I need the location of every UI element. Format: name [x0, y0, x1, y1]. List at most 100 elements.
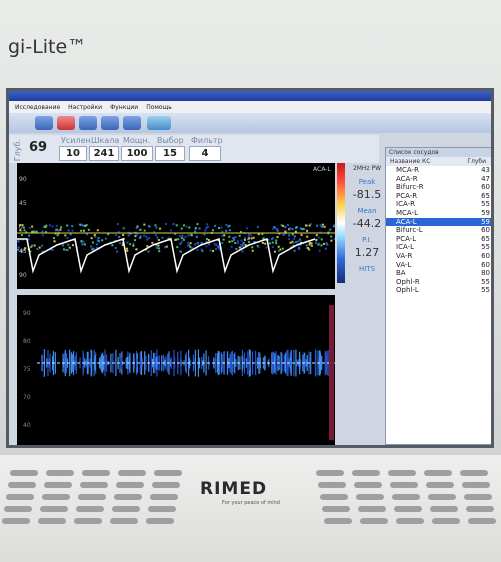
parameter-value: 15: [155, 146, 185, 161]
spectrum-noise: [140, 236, 142, 238]
spectrum-noise: [49, 224, 51, 226]
vent-slot: [466, 506, 494, 512]
spectrum-noise: [297, 240, 299, 242]
spectrum-noise: [301, 234, 303, 236]
signal-spike: [106, 354, 107, 371]
spectrum-noise: [273, 226, 275, 228]
spectrum-noise: [72, 244, 74, 246]
vessel-depth: 55: [467, 286, 491, 295]
spectrum-noise: [70, 233, 72, 235]
spectrum-noise: [243, 242, 245, 244]
spectrum-noise: [28, 235, 30, 237]
spectrum-noise: [55, 229, 57, 231]
spectrum-noise: [272, 246, 274, 248]
spectrum-noise: [176, 224, 178, 226]
tool-button[interactable]: [101, 116, 119, 130]
tool-button[interactable]: [57, 116, 75, 130]
spectrum-noise: [157, 245, 159, 247]
spectrum-noise: [317, 244, 319, 246]
spectrum-noise: [133, 243, 135, 245]
spectrum-noise: [126, 248, 128, 250]
spectrum-noise: [231, 246, 233, 248]
spectrum-noise: [123, 227, 125, 229]
tool-button[interactable]: [79, 116, 97, 130]
vent-slot: [396, 518, 424, 524]
spectrum-noise: [186, 226, 188, 228]
spectrum-noise: [44, 226, 46, 228]
spectrum-noise: [244, 239, 246, 241]
spectrum-noise: [63, 248, 65, 250]
vent-slot: [42, 494, 70, 500]
signal-spike: [71, 355, 72, 372]
spectrum-noise: [116, 251, 118, 253]
menu-item[interactable]: Функции: [110, 104, 138, 111]
spectrum-noise: [269, 242, 271, 244]
tool-button[interactable]: [35, 116, 53, 130]
spectrum-noise: [60, 226, 62, 228]
title-bar: [9, 91, 491, 101]
signal-spike: [255, 351, 256, 375]
spectrum-noise: [144, 230, 146, 232]
spectrum-noise: [290, 242, 292, 244]
screen: ИсследованиеНастройкиФункцииПомощь Глуб.…: [6, 88, 494, 448]
spectrum-noise: [82, 225, 84, 227]
spectrum-noise: [248, 235, 250, 237]
menu-item[interactable]: Помощь: [146, 104, 172, 111]
spectrum-noise: [143, 224, 145, 226]
vent-slot: [468, 518, 496, 524]
spectrum-noise: [330, 240, 332, 242]
signal-spike: [126, 357, 127, 368]
brand: gi-Lite™: [8, 36, 86, 58]
signal-spike: [180, 358, 181, 367]
spectrum-noise: [158, 247, 160, 249]
signal-spike: [215, 353, 216, 373]
spectrum-noise: [156, 237, 158, 239]
spectrum-noise: [98, 240, 100, 242]
tool-button[interactable]: [147, 116, 171, 130]
mean-label: Mean: [349, 207, 385, 215]
spectrum-noise: [248, 237, 250, 239]
spectrum-noise: [206, 223, 208, 225]
vent-slot: [352, 470, 380, 476]
spectrum-noise: [276, 236, 278, 238]
vessel-depth: 55: [467, 243, 491, 252]
vessel-name: MCA-R: [388, 166, 467, 175]
spectrum-noise: [205, 245, 207, 247]
menu-item[interactable]: Настройки: [68, 104, 102, 111]
spectrum-noise: [164, 246, 166, 248]
vent-slot: [428, 494, 456, 500]
spectrum-noise: [179, 243, 181, 245]
vent-slot: [152, 482, 180, 488]
vent-slot: [462, 482, 490, 488]
tool-button[interactable]: [123, 116, 141, 130]
photo: {"device": {"brand": "gi-Lite™", "logo":…: [0, 0, 501, 562]
spectrum-noise: [166, 246, 168, 248]
spectrum-noise: [86, 224, 88, 226]
vent-slot: [8, 482, 36, 488]
menu-item[interactable]: Исследование: [15, 104, 60, 111]
signal-spike: [310, 352, 311, 374]
peak-label: Peak: [349, 178, 385, 186]
spectrum-noise: [239, 247, 241, 249]
spectrum-noise: [56, 225, 58, 227]
vessel-name: Ophl-L: [388, 286, 467, 295]
vessel-depth: 59: [467, 218, 491, 227]
spectrum-noise: [101, 239, 103, 241]
spectrum-noise: [58, 230, 60, 232]
vessel-name: ACA-R: [388, 175, 467, 184]
